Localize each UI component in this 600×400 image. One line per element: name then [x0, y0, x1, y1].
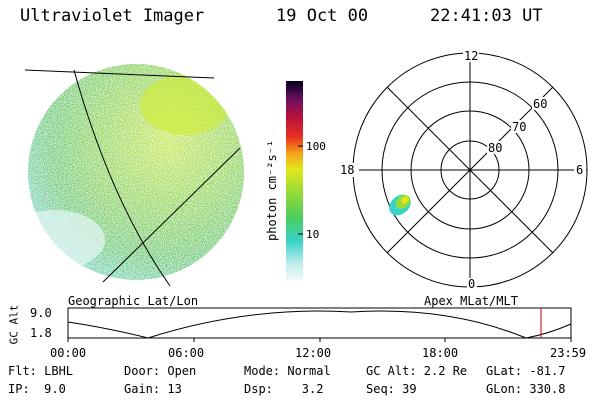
polar-grid: 12 18 6 0 60 70 80: [339, 49, 588, 291]
info-seq: Seq: 39: [366, 382, 417, 396]
mlt-label-0: 0: [468, 277, 475, 291]
xtick-2359: 23:59: [550, 346, 587, 360]
geographic-grid-lines: [24, 69, 241, 287]
date-label: 19 Oct 00: [276, 6, 369, 26]
colorbar-scale: [286, 81, 303, 281]
info-dsp: Dsp: 3.2: [244, 382, 324, 396]
uv-image-disk: [28, 64, 244, 280]
lat-label-60: 60: [533, 97, 547, 111]
colorbar-unit-label: photon cm⁻²s⁻¹: [265, 140, 279, 241]
info-glat: GLat: -81.7: [486, 364, 566, 378]
xtick-1200: 12:00: [295, 346, 332, 360]
xtick-1800: 18:00: [422, 346, 459, 360]
colorbar: 100 10 photon cm⁻²s⁻¹: [265, 81, 326, 281]
xtick-0000: 00:00: [50, 346, 87, 360]
colorbar-tick-100: 100: [306, 140, 326, 153]
auroral-spot: [389, 194, 411, 216]
info-flt: Flt: LBHL: [8, 364, 74, 378]
info-mode: Mode: Normal: [244, 364, 331, 378]
altitude-ylabel: GC Alt: [7, 304, 21, 345]
altitude-ytick-low: 1.8: [30, 326, 52, 340]
uv-image-panel: [24, 64, 244, 287]
colorbar-tick-10: 10: [306, 228, 319, 241]
mlt-label-6: 6: [576, 163, 583, 177]
mlt-label-12: 12: [464, 49, 478, 63]
altitude-plot: [67, 307, 572, 342]
info-door: Door: Open: [124, 364, 197, 378]
altitude-ytick-high: 9.0: [30, 306, 52, 320]
altitude-curve: [67, 310, 572, 339]
left-panel-caption: Geographic Lat/Lon: [68, 294, 199, 308]
polar-panel-caption: Apex MLat/MLT: [424, 294, 518, 308]
info-gain: Gain: 13: [124, 382, 182, 396]
info-gcalt: GC Alt: 2.2 Re: [366, 364, 468, 378]
info-ip: IP: 9.0: [8, 382, 66, 396]
xtick-0600: 06:00: [168, 346, 205, 360]
lat-label-70: 70: [512, 120, 526, 134]
info-glon: GLon: 330.8: [486, 382, 566, 396]
time-label: 22:41:03 UT: [430, 6, 543, 26]
instrument-title: Ultraviolet Imager: [20, 6, 205, 26]
lat-label-80: 80: [488, 141, 502, 155]
mlt-label-18: 18: [340, 163, 354, 177]
